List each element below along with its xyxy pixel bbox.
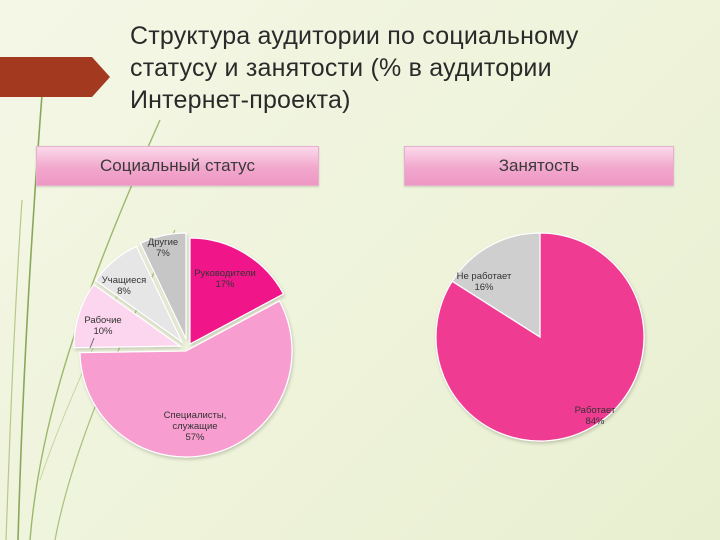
pie-slice xyxy=(435,232,645,442)
pie-slice xyxy=(94,245,184,344)
title-accent-arrow xyxy=(0,57,110,97)
slide-title-line-3: Интернет-проекта) xyxy=(130,86,351,114)
label-leader-line xyxy=(89,337,95,349)
slice-data-label: Специалисты, служащие 57% xyxy=(164,410,227,443)
pie-slice xyxy=(189,237,285,346)
slice-data-label: Работает 84% xyxy=(575,405,616,427)
pie-chart-1 xyxy=(73,232,293,458)
pie-slice xyxy=(79,300,293,458)
slide-title-line-2: статусу и занятости (% в аудитории xyxy=(130,54,552,82)
slice-data-label: Руководители 17% xyxy=(194,268,256,290)
pie-slice xyxy=(451,232,541,339)
slice-data-label: Другие 7% xyxy=(148,237,178,259)
pie-slice xyxy=(73,283,182,349)
slice-data-label: Рабочие 10% xyxy=(84,315,121,337)
pie-slice xyxy=(139,232,187,340)
slice-data-label: Учащиеся 8% xyxy=(102,275,147,297)
pie-chart-2 xyxy=(435,232,645,442)
slide-title-line-1: Структура аудитории по социальному xyxy=(130,22,579,50)
slice-data-label: Не работает 16% xyxy=(457,271,512,293)
social-status-header: Социальный статус xyxy=(36,146,319,186)
employment-header: Занятость xyxy=(404,146,674,186)
slide-title: Структура аудитории по социальному стату… xyxy=(130,20,690,116)
